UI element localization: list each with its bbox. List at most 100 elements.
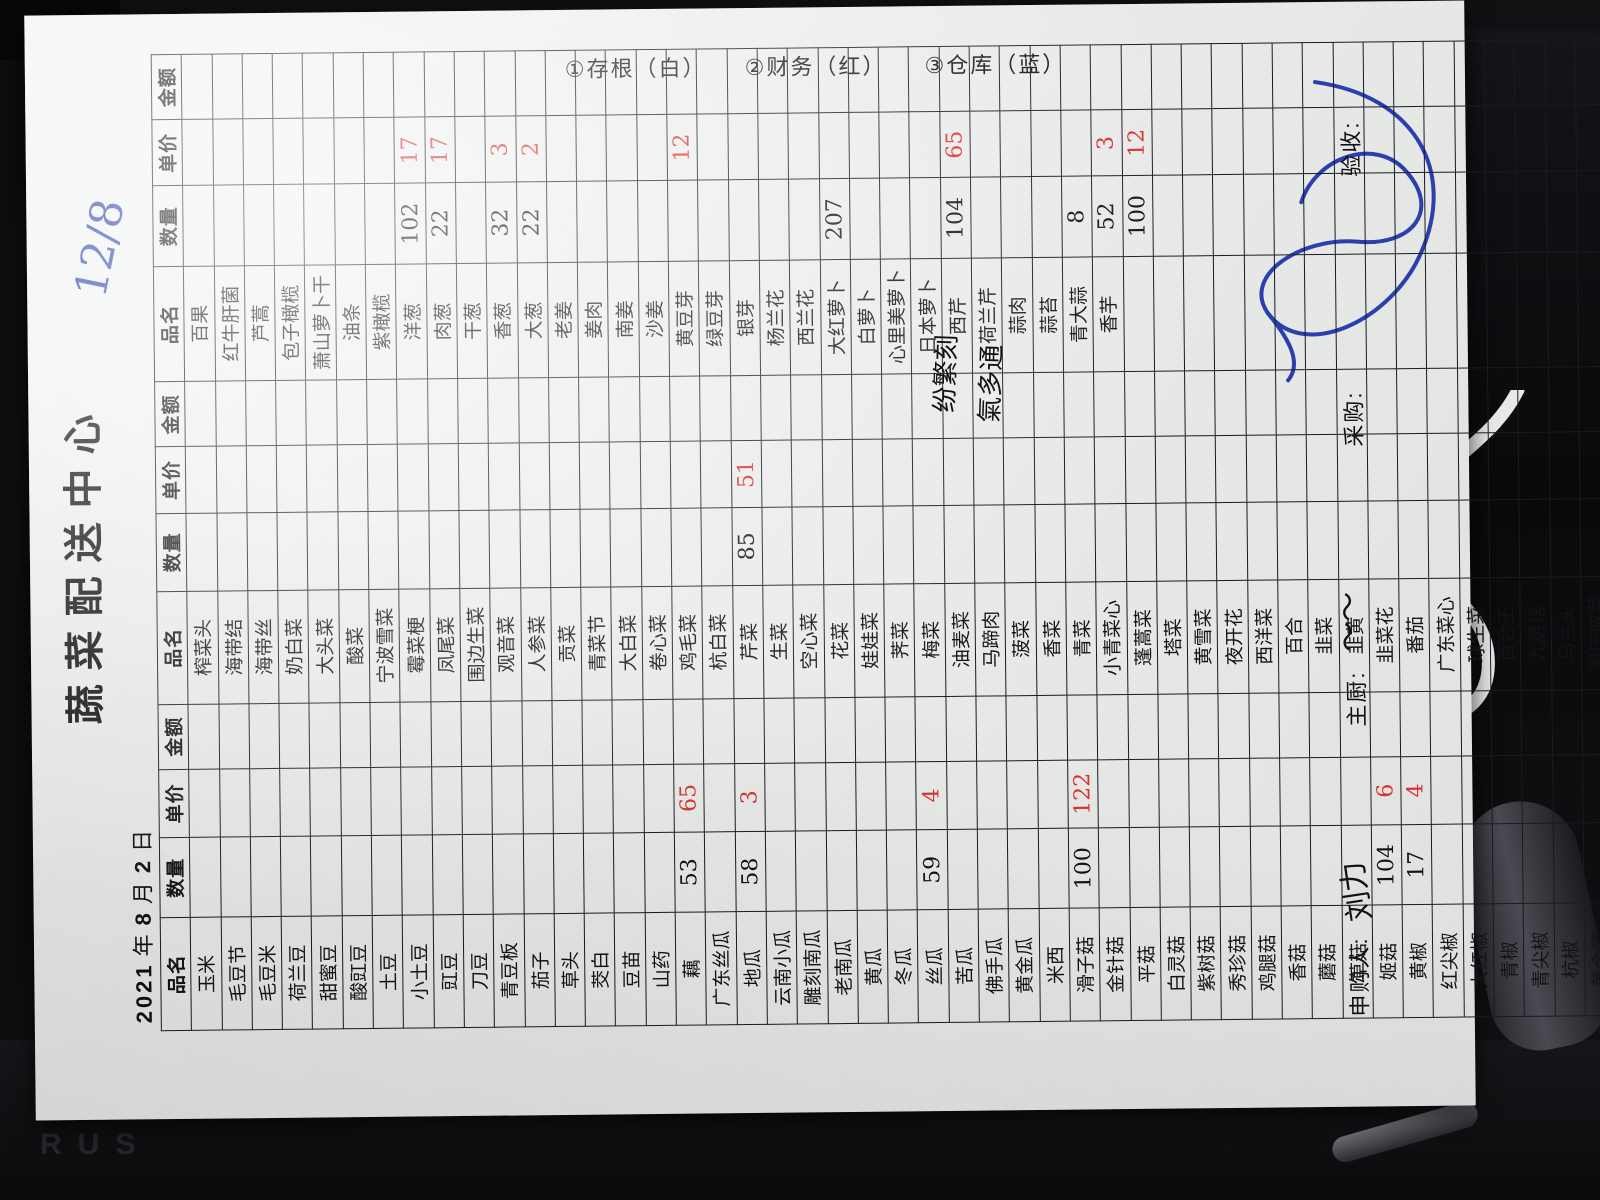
cell-price-1[interactable]: [1245, 434, 1277, 502]
cell-qty-0[interactable]: [1249, 825, 1282, 907]
cell-qty-2[interactable]: [1182, 174, 1214, 256]
cell-qty-1[interactable]: [307, 511, 339, 590]
cell-amount-0[interactable]: [430, 700, 462, 766]
cell-amount-1[interactable]: [578, 376, 610, 443]
cell-price-2[interactable]: [1030, 109, 1062, 177]
cell-price-2[interactable]: [1484, 105, 1516, 172]
cell-qty-0[interactable]: [1098, 827, 1130, 908]
cell-qty-1[interactable]: [1428, 499, 1460, 578]
cell-amount-2[interactable]: [1362, 41, 1394, 107]
cell-qty-1[interactable]: [1549, 498, 1581, 577]
cell-price-1[interactable]: [1306, 434, 1338, 501]
cell-price-2[interactable]: [727, 113, 759, 180]
cell-amount-2[interactable]: [1544, 39, 1576, 105]
cell-amount-2[interactable]: [1302, 41, 1334, 108]
cell-qty-0[interactable]: [947, 828, 979, 910]
cell-price-2[interactable]: [636, 114, 668, 181]
cell-price-0[interactable]: [764, 762, 796, 831]
cell-price-1[interactable]: [1033, 437, 1065, 504]
cell-amount-1[interactable]: [1275, 369, 1307, 435]
cell-amount-2[interactable]: [938, 45, 970, 112]
cell-amount-2[interactable]: [545, 49, 576, 116]
cell-qty-2[interactable]: [1546, 170, 1578, 252]
cell-qty-1[interactable]: [1064, 503, 1096, 582]
cell-qty-1[interactable]: [1155, 502, 1187, 581]
cell-qty-2[interactable]: 104: [940, 177, 972, 258]
cell-amount-0[interactable]: [672, 698, 704, 764]
cell-price-0[interactable]: [1188, 757, 1220, 827]
cell-price-0[interactable]: [1006, 759, 1038, 829]
cell-amount-0[interactable]: [642, 698, 674, 764]
cell-qty-2[interactable]: [1243, 173, 1275, 255]
cell-amount-0[interactable]: [1127, 693, 1159, 759]
cell-amount-1[interactable]: [942, 372, 974, 439]
cell-amount-2[interactable]: [242, 52, 274, 119]
cell-amount-0[interactable]: [1430, 690, 1462, 756]
cell-amount-2[interactable]: [635, 48, 667, 115]
cell-qty-0[interactable]: 104: [1371, 824, 1403, 905]
cell-price-2[interactable]: [363, 116, 395, 184]
cell-amount-1[interactable]: [881, 373, 913, 440]
cell-price-1[interactable]: [397, 443, 429, 511]
cell-amount-2[interactable]: [1423, 40, 1455, 107]
cell-amount-0[interactable]: [1188, 692, 1219, 759]
cell-qty-1[interactable]: [1458, 498, 1490, 578]
cell-price-2[interactable]: [848, 111, 880, 179]
cell-price-2[interactable]: [969, 110, 1001, 178]
cell-qty-1[interactable]: [1307, 500, 1339, 580]
cell-qty-2[interactable]: [1212, 174, 1245, 255]
cell-price-2[interactable]: [818, 112, 850, 179]
cell-amount-2[interactable]: [787, 47, 819, 113]
cell-qty-0[interactable]: [1219, 825, 1251, 907]
cell-price-0[interactable]: [188, 768, 220, 837]
cell-amount-0[interactable]: [370, 701, 402, 767]
cell-price-0[interactable]: [491, 765, 523, 834]
cell-qty-1[interactable]: [1004, 503, 1036, 583]
cell-qty-1[interactable]: [761, 506, 793, 585]
cell-price-2[interactable]: [1515, 104, 1547, 172]
cell-amount-2[interactable]: [393, 51, 425, 117]
cell-amount-1[interactable]: [1517, 366, 1549, 433]
cell-qty-2[interactable]: [758, 179, 790, 260]
cell-amount-1[interactable]: [1214, 370, 1246, 436]
cell-amount-1[interactable]: [1063, 371, 1095, 438]
cell-amount-1[interactable]: [427, 378, 459, 444]
cell-qty-1[interactable]: [368, 510, 400, 589]
cell-price-1[interactable]: [1094, 436, 1126, 504]
cell-price-2[interactable]: [878, 111, 910, 179]
cell-amount-1[interactable]: [972, 372, 1004, 439]
cell-amount-2[interactable]: [484, 50, 516, 116]
cell-price-1[interactable]: [700, 440, 732, 508]
cell-amount-2[interactable]: [1514, 39, 1546, 106]
cell-qty-1[interactable]: [489, 509, 521, 588]
cell-price-1[interactable]: [185, 445, 217, 513]
cell-price-1[interactable]: [912, 438, 944, 506]
cell-price-2[interactable]: [1545, 104, 1577, 172]
cell-price-0[interactable]: [946, 760, 978, 830]
cell-amount-1[interactable]: [911, 373, 943, 439]
cell-qty-0[interactable]: [522, 833, 555, 914]
cell-amount-2[interactable]: [423, 51, 455, 117]
cell-qty-0[interactable]: [371, 834, 403, 916]
cell-qty-2[interactable]: [334, 183, 366, 265]
cell-qty-0[interactable]: [856, 829, 888, 911]
cell-price-2[interactable]: [1393, 106, 1425, 173]
cell-qty-2[interactable]: 52: [1091, 175, 1123, 257]
cell-qty-0[interactable]: [280, 835, 312, 917]
cell-price-1[interactable]: [1579, 431, 1600, 499]
cell-amount-0[interactable]: [824, 696, 856, 762]
cell-amount-1[interactable]: [518, 377, 550, 443]
cell-qty-2[interactable]: 8: [1061, 175, 1093, 257]
cell-qty-0[interactable]: [189, 836, 221, 918]
cell-price-1[interactable]: [1488, 432, 1520, 499]
cell-amount-0[interactable]: [1521, 689, 1553, 755]
cell-price-1[interactable]: [427, 443, 459, 511]
cell-price-2[interactable]: [1454, 105, 1486, 173]
cell-price-1[interactable]: [276, 445, 308, 512]
cell-qty-1[interactable]: [1276, 500, 1309, 580]
cell-qty-2[interactable]: [728, 179, 760, 261]
cell-price-2[interactable]: [242, 118, 274, 185]
cell-amount-0[interactable]: [854, 696, 886, 762]
cell-qty-1[interactable]: [670, 507, 703, 586]
cell-price-1[interactable]: [1215, 435, 1247, 502]
